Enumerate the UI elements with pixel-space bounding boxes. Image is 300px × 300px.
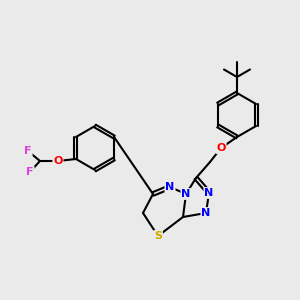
- Text: N: N: [182, 189, 190, 199]
- Text: O: O: [53, 156, 63, 166]
- Text: N: N: [201, 208, 211, 218]
- Text: S: S: [154, 231, 162, 241]
- Text: F: F: [24, 146, 32, 156]
- Text: O: O: [216, 143, 226, 153]
- Text: N: N: [204, 188, 214, 198]
- Text: N: N: [165, 182, 175, 192]
- Text: F: F: [26, 167, 34, 177]
